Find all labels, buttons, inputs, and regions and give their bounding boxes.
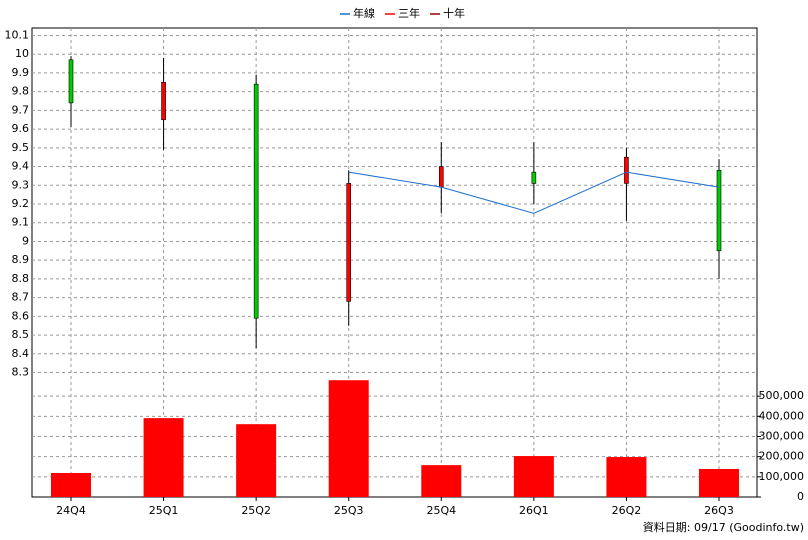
x-tick-label: 25Q4	[426, 504, 456, 517]
x-tick-label: 25Q1	[149, 504, 179, 517]
volume-bar	[328, 380, 369, 497]
candle-body	[346, 183, 352, 302]
volume-bar	[606, 457, 647, 497]
volume-bar	[51, 472, 91, 497]
y-tick-label: 9.8	[12, 85, 30, 98]
x-tick-label: 26Q3	[704, 504, 734, 517]
y2-tick-label: 200,000	[759, 450, 805, 463]
y-tick-label: 9.2	[12, 197, 30, 210]
x-tick-label: 25Q2	[241, 504, 271, 517]
y2-tick-label: 100,000	[759, 470, 805, 483]
y-tick-label: 9.6	[12, 122, 30, 135]
volume-bar	[421, 465, 462, 497]
volume-bar	[513, 456, 554, 497]
legend-label: 年線	[353, 6, 375, 20]
candle-body	[161, 81, 166, 121]
volume-bar	[236, 424, 277, 497]
source-note: 資料日期: 09/17 (Goodinfo.tw)	[643, 520, 804, 534]
y-tick-label: 8.9	[12, 253, 30, 266]
legend-label: 三年	[398, 6, 420, 20]
y-tick-label: 8.4	[12, 347, 30, 360]
x-tick-label: 26Q1	[519, 504, 549, 517]
candle-body	[624, 156, 629, 184]
series-line	[348, 171, 720, 214]
y-tick-label: 8.3	[12, 366, 30, 379]
y-tick-label: 9	[22, 234, 29, 247]
candle-body	[438, 166, 444, 188]
x-tick-label: 25Q3	[334, 504, 364, 517]
candle-body	[531, 171, 537, 184]
candle-body	[68, 59, 74, 104]
y2-tick-label: 400,000	[759, 409, 805, 422]
y2-tick-label: 300,000	[759, 429, 805, 442]
y-tick-label: 8.6	[12, 309, 30, 322]
legend-label: 十年	[443, 6, 465, 20]
x-tick-label: 24Q4	[56, 504, 86, 517]
y2-tick-label: 0	[797, 490, 804, 503]
y-tick-label: 8.8	[12, 272, 30, 285]
y-tick-label: 9.4	[12, 160, 30, 173]
y-tick-label: 8.5	[12, 328, 30, 341]
y-tick-label: 10	[15, 47, 29, 60]
candle-body	[253, 83, 259, 319]
y-tick-label: 10.1	[5, 28, 30, 41]
y-tick-label: 9.3	[12, 178, 30, 191]
y-tick-label: 9.9	[12, 66, 30, 79]
x-tick-label: 26Q2	[612, 504, 642, 517]
y-tick-label: 9.5	[12, 141, 30, 154]
y-tick-label: 8.7	[12, 291, 30, 304]
volume-bar	[143, 418, 184, 497]
candle-body	[716, 169, 722, 252]
volume-bar	[699, 468, 739, 497]
plot-frame	[31, 27, 758, 498]
y-tick-label: 9.1	[12, 216, 30, 229]
y2-tick-label: 500,000	[759, 389, 805, 402]
y-tick-label: 9.7	[12, 103, 30, 116]
